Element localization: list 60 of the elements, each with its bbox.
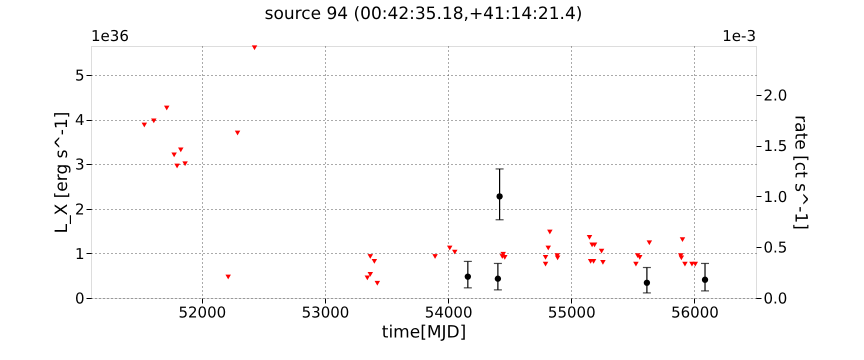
y2-tick-label: 1.0 [764,188,788,206]
point [600,260,606,265]
x-axis-title: time[MJD] [382,322,466,342]
point [494,276,502,282]
point [174,164,180,168]
point [368,272,374,277]
x-tick-label: 55000 [548,304,596,322]
point [374,280,380,286]
text: 1e36 [91,27,129,45]
point [252,45,258,50]
y-tick-label: 4 [74,111,84,130]
point [164,106,170,110]
y-tick-label: 0 [74,290,84,308]
point [372,259,378,264]
y-tick-label: 5 [74,66,84,84]
y-tick-label: 2 [74,200,84,218]
y2-tick-label: 0.5 [764,238,788,257]
x-tick-label: 54000 [424,304,472,322]
point [680,237,686,242]
point [678,255,684,260]
point [500,254,506,259]
text: 1e-3 [722,27,756,45]
point [446,246,452,250]
point [432,254,438,259]
point [171,152,177,158]
point [368,254,374,259]
point [151,118,157,124]
point [542,262,548,266]
point [598,248,604,254]
y2-tick-label: 1.5 [764,137,788,156]
y-axis-title: L_X [erg s^-1] [52,112,72,234]
point [496,193,503,200]
point [646,240,652,246]
y2-tick-label: 2.0 [764,86,788,104]
point [586,234,592,240]
point [542,255,548,260]
point [546,246,551,250]
point [364,276,370,280]
point [464,274,471,280]
point [644,280,650,286]
point [452,250,458,254]
point [142,122,148,128]
y2-axis-title: rate [ct s^-1] [790,115,810,230]
point [234,130,240,136]
point [225,274,231,280]
point [692,262,698,266]
x-tick-label: 52000 [178,304,226,322]
y-tick-label: 1 [74,244,84,263]
point [554,255,560,260]
chart-title: source 94 (00:42:35.18,+41:14:21.4) [264,4,582,24]
point [178,148,184,152]
point [682,262,688,266]
x-tick-label: 56000 [671,304,719,322]
point [633,262,639,266]
x-tick-label: 53000 [302,304,350,322]
point [182,161,188,166]
point [547,230,553,234]
y-tick-label: 3 [74,156,84,174]
y2-tick-label: 0.0 [764,290,788,308]
point [702,276,708,283]
